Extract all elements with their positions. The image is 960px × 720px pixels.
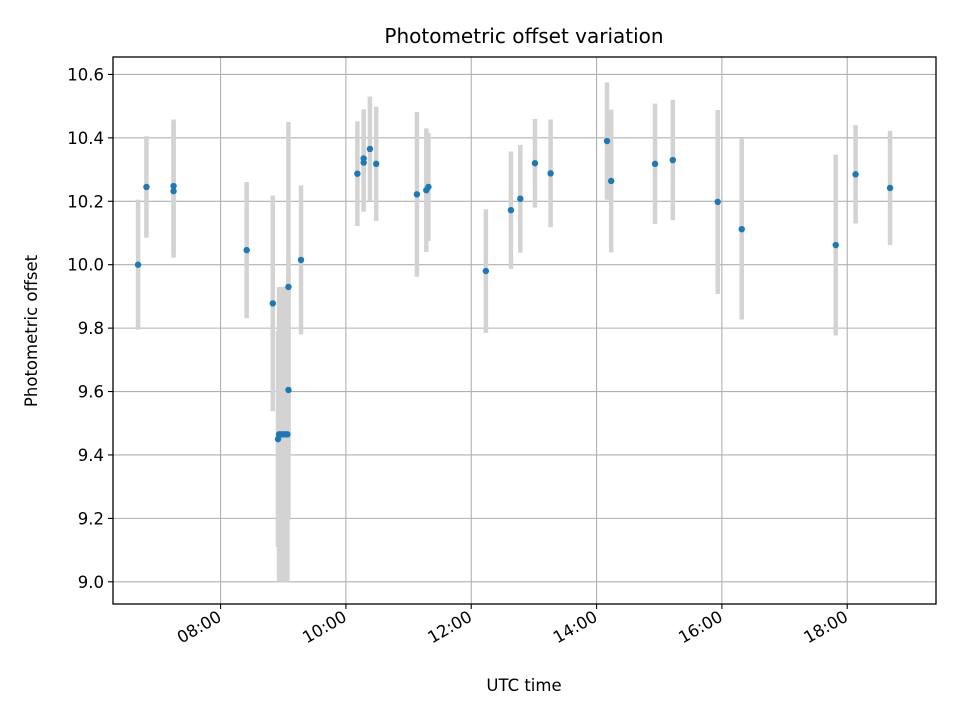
data-point bbox=[531, 160, 539, 167]
x-tick-label: 12:00 bbox=[425, 607, 476, 647]
x-tick-label: 14:00 bbox=[550, 607, 601, 647]
marker-layer bbox=[134, 137, 894, 443]
y-tick-label: 9.6 bbox=[78, 383, 104, 402]
tick-layer: 9.0 9.2 9.4 9.6 9.8 10.0 10.2 10.4 10.6 08:00 10:0… bbox=[67, 65, 851, 647]
x-tick-label: 08:00 bbox=[174, 607, 225, 647]
data-point bbox=[269, 300, 276, 307]
data-point bbox=[425, 183, 432, 191]
data-point bbox=[738, 225, 745, 233]
data-point bbox=[134, 261, 142, 268]
data-point bbox=[354, 170, 361, 177]
y-tick-label: 10.6 bbox=[67, 65, 104, 84]
data-point bbox=[143, 183, 150, 191]
data-point bbox=[243, 246, 250, 254]
data-point bbox=[507, 206, 515, 214]
data-point bbox=[714, 198, 721, 206]
y-tick-label: 10.0 bbox=[67, 256, 104, 275]
data-point bbox=[603, 137, 611, 145]
x-tick-label: 10:00 bbox=[299, 607, 350, 647]
data-point bbox=[517, 195, 524, 202]
data-point bbox=[366, 145, 374, 153]
x-tick-label: 18:00 bbox=[801, 607, 852, 647]
y-tick-label: 9.4 bbox=[78, 446, 104, 465]
y-tick-label: 10.4 bbox=[67, 129, 104, 148]
data-point bbox=[482, 267, 490, 275]
data-point bbox=[651, 160, 659, 168]
y-axis-title: Photometric offset bbox=[22, 254, 41, 407]
data-point bbox=[360, 159, 367, 166]
y-tick-label: 9.8 bbox=[78, 319, 104, 338]
data-point bbox=[297, 256, 305, 264]
data-point bbox=[886, 184, 894, 192]
data-point bbox=[852, 171, 859, 178]
x-tick-label: 16:00 bbox=[675, 607, 726, 647]
data-point bbox=[413, 191, 421, 198]
data-point bbox=[170, 187, 177, 195]
y-tick-label: 9.0 bbox=[78, 573, 104, 592]
data-point bbox=[607, 177, 615, 185]
data-point bbox=[372, 160, 380, 168]
data-point bbox=[274, 435, 282, 443]
x-axis-title: UTC time bbox=[486, 676, 561, 695]
y-tick-label: 10.2 bbox=[67, 192, 104, 211]
data-point bbox=[170, 182, 177, 190]
y-tick-label: 9.2 bbox=[78, 509, 104, 528]
plot-frame bbox=[112, 56, 937, 605]
data-point bbox=[285, 283, 292, 291]
data-point bbox=[547, 170, 554, 177]
chart-title: Photometric offset variation bbox=[384, 24, 663, 48]
data-point bbox=[832, 241, 839, 249]
errorbar-layer bbox=[135, 82, 893, 582]
grid-layer bbox=[113, 57, 936, 604]
data-point bbox=[669, 156, 677, 164]
data-point bbox=[284, 431, 291, 438]
data-point bbox=[285, 386, 292, 394]
